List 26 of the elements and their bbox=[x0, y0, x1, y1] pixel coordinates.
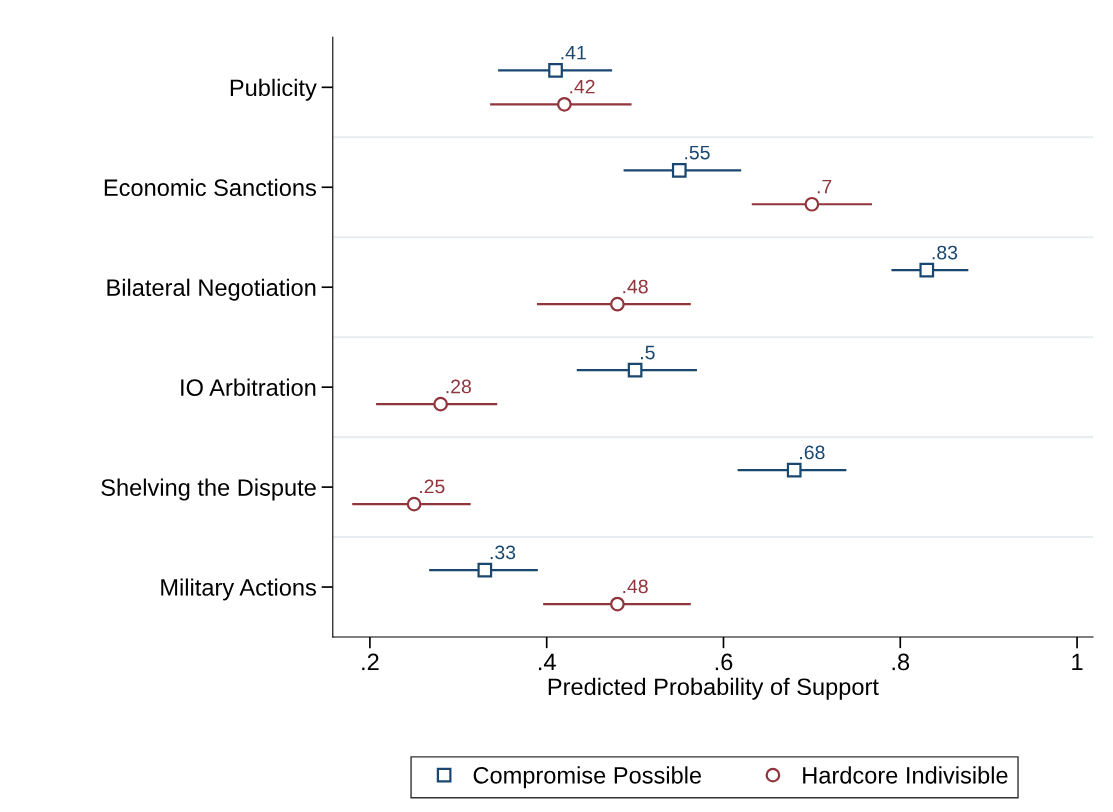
y-tick-label: Publicity bbox=[230, 78, 317, 101]
x-tick-label: .6 bbox=[715, 653, 733, 671]
x-tick-label: .8 bbox=[892, 653, 910, 671]
y-tick-label: Economic Sanctions bbox=[104, 178, 316, 197]
data-label: .55 bbox=[685, 145, 710, 160]
x-tick-label: .2 bbox=[362, 653, 379, 671]
data-label: .42 bbox=[570, 79, 595, 94]
data-label: .7 bbox=[817, 179, 832, 194]
data-label: .5 bbox=[641, 345, 655, 360]
data-label: .48 bbox=[623, 579, 648, 594]
data-label: .33 bbox=[490, 545, 516, 560]
legend-label: Hardcore Indivisible bbox=[803, 766, 1008, 784]
x-axis-title: Predicted Probability of Support bbox=[548, 677, 879, 700]
x-tick-label: .4 bbox=[539, 653, 556, 671]
y-tick-label: Shelving the Dispute bbox=[101, 478, 316, 501]
y-tick-label: IO Arbitration bbox=[181, 378, 316, 396]
legend-label: Compromise Possible bbox=[473, 766, 702, 789]
data-label: .83 bbox=[932, 245, 958, 260]
y-tick-label: Bilateral Negotiation bbox=[107, 278, 316, 301]
data-label: .68 bbox=[800, 445, 825, 460]
x-tick-label: 1 bbox=[1072, 653, 1083, 671]
data-label: .41 bbox=[561, 45, 586, 60]
data-label: .28 bbox=[446, 379, 471, 394]
y-tick-label: Military Actions bbox=[161, 578, 316, 601]
data-label: .48 bbox=[623, 279, 648, 294]
data-label: .25 bbox=[420, 479, 445, 494]
